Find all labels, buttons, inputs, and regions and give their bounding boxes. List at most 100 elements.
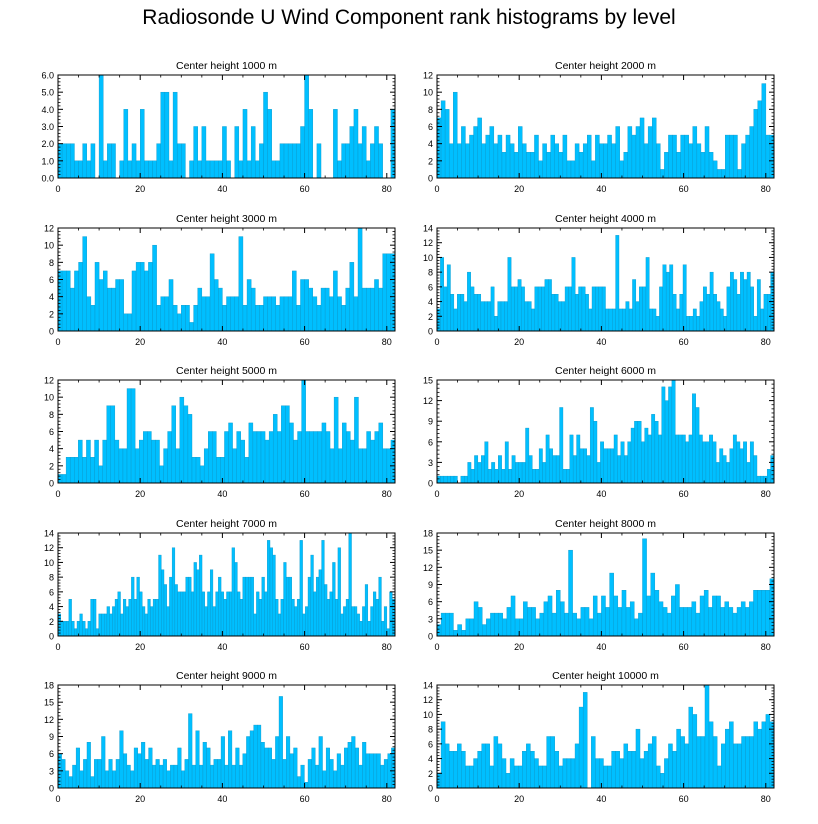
bar: [519, 618, 524, 637]
bar: [378, 143, 383, 179]
bar: [316, 143, 322, 179]
bar: [197, 160, 203, 179]
bar: [635, 301, 640, 332]
bar: [481, 143, 486, 179]
bar: [135, 160, 141, 179]
bar: [695, 612, 701, 637]
bar: [218, 287, 223, 332]
bar: [749, 601, 754, 637]
bar: [582, 143, 588, 179]
bar: [490, 286, 495, 332]
bar: [242, 576, 246, 637]
bar: [571, 257, 576, 332]
y-tick-label: 0: [49, 784, 54, 794]
bar: [263, 91, 268, 179]
bar: [136, 576, 140, 637]
bar: [615, 235, 620, 332]
bar: [356, 613, 360, 637]
bar: [502, 618, 508, 637]
bar: [337, 547, 341, 637]
bar: [708, 607, 713, 637]
bar: [199, 554, 203, 637]
bar: [143, 431, 148, 484]
bar: [510, 595, 516, 637]
bar: [342, 422, 347, 484]
bar: [321, 422, 327, 484]
bar: [672, 751, 677, 789]
bar: [513, 765, 519, 789]
bar: [627, 441, 632, 484]
bar: [457, 624, 462, 637]
bar: [354, 396, 359, 484]
bar: [597, 612, 602, 637]
bar: [570, 758, 576, 789]
bar: [70, 143, 75, 179]
bar: [596, 462, 601, 484]
bar: [357, 143, 363, 179]
bar: [90, 599, 94, 637]
bar: [228, 730, 233, 789]
bar: [189, 322, 194, 332]
bar: [763, 294, 768, 332]
x-tick-label: 60: [679, 794, 689, 804]
bar: [238, 236, 244, 332]
bar: [732, 434, 737, 484]
y-tick-label: 2: [49, 461, 54, 471]
bar: [374, 431, 379, 484]
bar: [236, 431, 241, 484]
bar: [464, 475, 468, 484]
bar: [378, 576, 382, 637]
bar: [662, 607, 668, 637]
panel-title: Center height 8000 m: [555, 518, 656, 530]
y-tick-label: 4: [49, 292, 54, 302]
bar: [260, 431, 266, 484]
bar: [696, 736, 702, 789]
bar: [390, 253, 396, 332]
bar: [176, 143, 182, 179]
bar: [497, 301, 502, 332]
bar: [659, 286, 663, 332]
bar: [255, 305, 260, 332]
y-tick-label: 8: [428, 268, 433, 278]
bar: [630, 427, 635, 484]
bar: [213, 160, 219, 179]
bar: [700, 736, 706, 789]
panel-title: Center height 4000 m: [555, 213, 656, 225]
bar: [618, 308, 623, 332]
bar: [160, 296, 166, 332]
y-tick-label: 12: [44, 376, 54, 386]
bar: [389, 591, 393, 637]
bar: [107, 287, 112, 332]
bar: [746, 271, 751, 332]
bar: [271, 296, 277, 332]
bar: [728, 607, 734, 637]
bar: [508, 469, 513, 484]
bar: [528, 455, 533, 484]
bar: [205, 296, 211, 332]
bar: [587, 134, 592, 179]
y-tick-label: 6: [49, 587, 54, 597]
bar: [309, 431, 314, 484]
bar: [345, 599, 349, 637]
bar: [208, 431, 213, 484]
bar: [708, 721, 714, 789]
x-tick-label: 60: [300, 337, 310, 347]
bar: [61, 759, 66, 789]
bar: [312, 296, 318, 332]
bar: [671, 595, 676, 637]
bar: [296, 143, 301, 179]
panel-title: Center height 7000 m: [176, 518, 277, 530]
bar: [586, 455, 591, 484]
bar: [182, 591, 186, 637]
bar: [753, 109, 758, 179]
bar: [374, 279, 379, 332]
bar: [167, 431, 172, 484]
bar: [477, 117, 482, 179]
bar: [238, 160, 244, 179]
bar: [261, 576, 265, 637]
bar: [477, 751, 482, 789]
x-tick-label: 0: [434, 642, 439, 652]
bar: [611, 751, 616, 789]
bar: [267, 109, 272, 179]
bar: [564, 612, 569, 637]
